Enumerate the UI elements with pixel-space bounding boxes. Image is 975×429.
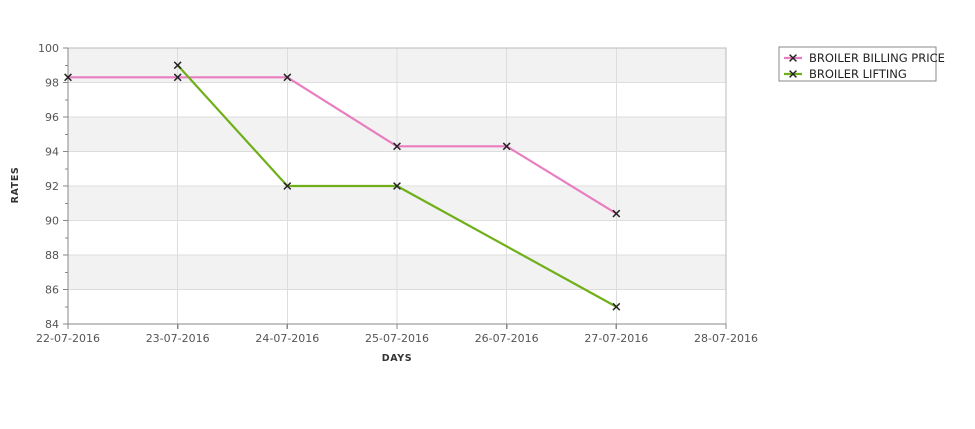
y-tick-label: 98 [45, 77, 59, 90]
legend-item[interactable]: BROILER BILLING PRICE [784, 51, 945, 65]
legend-item-label: BROILER LIFTING [809, 67, 907, 81]
data-point-marker[interactable] [612, 302, 621, 311]
data-point-marker[interactable] [502, 142, 511, 151]
legend-marker-icon [789, 54, 797, 62]
y-axis-title: RATES [10, 167, 21, 204]
data-markers-group [64, 61, 621, 311]
x-tick-label: 28-07-2016 [694, 332, 758, 345]
y-tick-label: 90 [45, 215, 59, 228]
x-tick-label: 22-07-2016 [36, 332, 100, 345]
y-tick-label: 84 [45, 318, 59, 331]
data-point-marker[interactable] [283, 182, 292, 190]
data-series-group [66, 64, 618, 308]
series-line-0 [66, 76, 618, 215]
x-tick-label: 23-07-2016 [146, 332, 210, 345]
data-point-marker[interactable] [393, 182, 401, 190]
series-line-1 [176, 64, 618, 308]
y-tick-label: 86 [45, 284, 59, 297]
legend-item[interactable]: BROILER LIFTING [784, 67, 907, 81]
data-point-marker[interactable] [173, 73, 182, 82]
x-tick-label: 27-07-2016 [584, 332, 648, 345]
legend-marker-icon [789, 70, 797, 78]
legend-item-label: BROILER BILLING PRICE [809, 51, 945, 65]
x-axis-title: DAYS [382, 353, 412, 364]
y-tick-label: 88 [45, 249, 59, 262]
data-point-marker[interactable] [283, 73, 292, 82]
x-tick-label: 26-07-2016 [475, 332, 539, 345]
x-tick-label: 24-07-2016 [255, 332, 319, 345]
data-point-marker[interactable] [612, 209, 621, 218]
y-tick-label: 96 [45, 111, 59, 124]
data-point-marker[interactable] [173, 61, 182, 70]
data-point-marker[interactable] [64, 73, 72, 82]
y-tick-label: 100 [38, 42, 59, 55]
x-tick-label: 25-07-2016 [365, 332, 429, 345]
y-tick-label: 92 [45, 180, 59, 193]
chart-legend[interactable]: BROILER BILLING PRICE BROILER LIFTING [778, 46, 945, 82]
y-tick-label: 94 [45, 146, 59, 159]
x-axis: 22-07-2016 23-07-2016 24-07-2016 25-07-2016… [36, 323, 758, 345]
data-point-marker[interactable] [393, 142, 401, 151]
legend-box [778, 46, 937, 82]
y-axis: 84 86 88 90 92 94 96 98 100 [38, 42, 69, 331]
